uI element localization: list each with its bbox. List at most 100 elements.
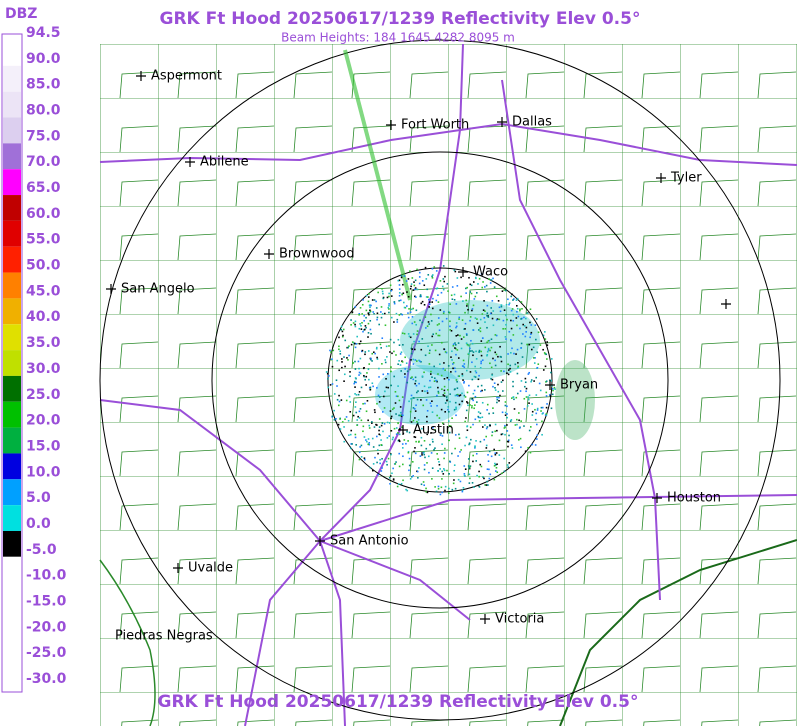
echo-dot xyxy=(364,353,366,356)
echo-dot xyxy=(477,415,480,418)
echo-dot xyxy=(512,313,515,316)
echo-dot xyxy=(382,430,384,433)
echo-dot xyxy=(504,328,507,330)
echo-dot xyxy=(378,401,381,403)
echo-dot xyxy=(486,314,488,317)
echo-dot xyxy=(459,394,462,396)
echo-dot xyxy=(428,386,430,389)
city-label: Uvalde xyxy=(188,561,233,576)
echo-dot xyxy=(495,295,498,298)
echo-dot xyxy=(380,439,382,441)
echo-dot xyxy=(417,390,419,392)
echo-dot xyxy=(461,400,463,403)
echo-dot xyxy=(506,416,508,419)
echo-dot xyxy=(359,357,362,360)
echo-dot xyxy=(544,353,547,355)
echo-dot xyxy=(494,351,497,354)
echo-dot xyxy=(491,300,494,302)
city-label: Brownwood xyxy=(279,247,355,262)
echo-dot xyxy=(405,305,408,307)
echo-dot xyxy=(388,345,390,347)
legend-swatch xyxy=(3,401,21,428)
echo-dot xyxy=(434,447,436,449)
echo-dot xyxy=(499,310,502,313)
echo-dot xyxy=(503,457,505,460)
echo-dot xyxy=(435,299,438,302)
echo-dot xyxy=(510,309,513,312)
echo-dot xyxy=(437,390,440,393)
echo-dot xyxy=(474,404,476,406)
echo-dot xyxy=(401,426,403,429)
echo-dot xyxy=(473,486,475,488)
echo-dot xyxy=(470,292,473,295)
echo-dot xyxy=(506,464,509,466)
echo-dot xyxy=(435,270,438,272)
legend-label: 25.0 xyxy=(26,387,61,403)
echo-dot xyxy=(410,377,412,380)
echo-dot xyxy=(534,444,537,446)
legend-swatch xyxy=(3,40,21,66)
echo-dot xyxy=(426,288,429,291)
echo-dot xyxy=(437,487,440,490)
echo-dot xyxy=(510,295,513,298)
echo-dot xyxy=(492,412,495,414)
echo-dot xyxy=(343,373,346,376)
echo-dot xyxy=(347,346,349,349)
echo-dot xyxy=(430,405,433,407)
echo-dot xyxy=(437,458,439,460)
city-label: Fort Worth xyxy=(401,118,469,133)
echo-dot xyxy=(426,433,429,436)
echo-dot xyxy=(459,480,462,483)
echo-dot xyxy=(391,352,393,355)
echo-dot xyxy=(504,411,507,414)
echo-dot xyxy=(425,490,427,493)
echo-dot xyxy=(414,287,417,289)
echo-dot xyxy=(414,447,416,449)
echo-dot xyxy=(399,299,402,302)
echo-dot xyxy=(431,344,433,346)
echo-dot xyxy=(433,377,436,380)
echo-dot xyxy=(356,419,359,421)
echo-dot xyxy=(346,346,349,349)
echo-dot xyxy=(390,316,393,319)
echo-dot xyxy=(388,311,390,314)
echo-dot xyxy=(377,473,380,476)
echo-dot xyxy=(498,454,501,456)
echo-dot xyxy=(370,357,372,360)
echo-dot xyxy=(438,461,440,463)
echo-dot xyxy=(389,410,392,412)
echo-dot xyxy=(473,389,476,392)
echo-dot xyxy=(406,489,409,492)
echo-dot xyxy=(360,444,363,447)
echo-dot xyxy=(510,339,512,342)
echo-dot xyxy=(403,275,406,277)
echo-dot xyxy=(465,417,467,419)
echo-dot xyxy=(336,359,339,362)
echo-dot xyxy=(495,353,498,356)
echo-dot xyxy=(493,382,496,385)
echo-dot xyxy=(507,298,509,301)
echo-dot xyxy=(355,411,358,414)
echo-dot xyxy=(456,277,459,279)
echo-dot xyxy=(529,451,532,454)
echo-dot xyxy=(408,469,410,472)
city-marker xyxy=(398,425,408,435)
echo-dot xyxy=(442,422,444,425)
echo-dot xyxy=(409,410,412,413)
echo-dot xyxy=(413,408,416,410)
echo-dot xyxy=(505,303,508,306)
city-marker xyxy=(315,536,325,546)
echo-dot xyxy=(442,367,445,370)
echo-dot xyxy=(466,425,469,427)
echo-dot xyxy=(491,317,494,320)
echo-dot xyxy=(455,394,458,396)
echo-dot xyxy=(503,289,505,291)
echo-dot xyxy=(380,424,383,427)
echo-dot xyxy=(400,313,402,315)
echo-dot xyxy=(463,366,466,369)
echo-dot xyxy=(540,406,543,409)
echo-dot xyxy=(400,351,403,354)
echo-dot xyxy=(367,438,370,440)
echo-dot xyxy=(481,401,484,404)
echo-dot xyxy=(443,378,446,380)
